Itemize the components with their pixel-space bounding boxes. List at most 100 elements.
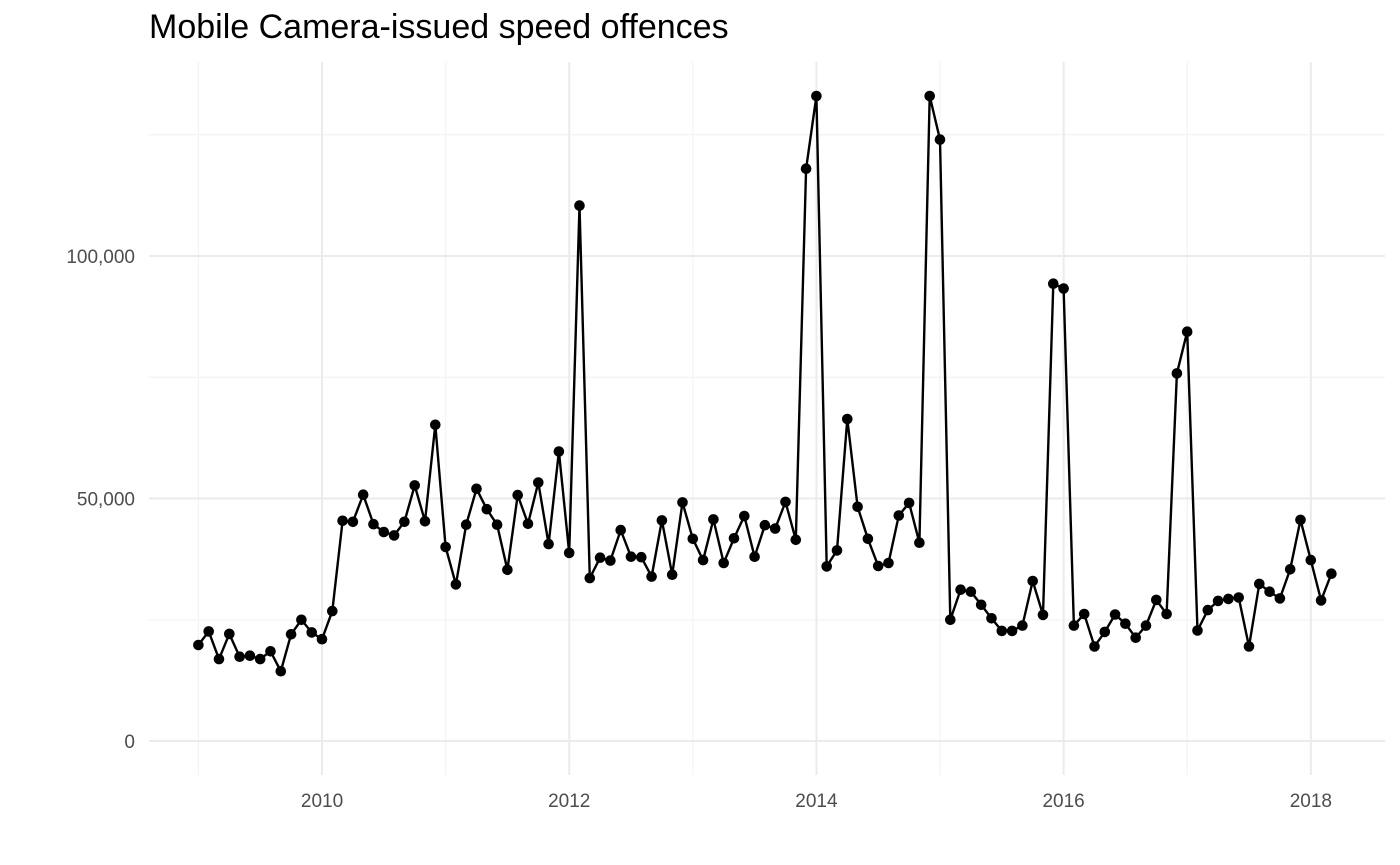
- data-point: [1130, 632, 1141, 643]
- data-point: [1181, 326, 1193, 338]
- data-point: [666, 569, 678, 580]
- data-point: [625, 551, 637, 562]
- data-point: [1068, 620, 1080, 631]
- data-point: [739, 510, 750, 522]
- data-point: [646, 571, 657, 582]
- data-point: [883, 557, 894, 569]
- data-point: [728, 533, 740, 544]
- data-point: [790, 534, 802, 546]
- series-line: [197, 95, 1333, 675]
- data-point: [460, 519, 472, 530]
- data-point: [1254, 578, 1265, 590]
- data-point: [975, 599, 987, 611]
- data-point: [224, 628, 235, 640]
- data-point: [522, 518, 534, 530]
- data-point: [996, 625, 1008, 637]
- x-tick-label: 2012: [548, 791, 590, 812]
- data-point: [893, 510, 905, 521]
- data-point: [1223, 593, 1234, 605]
- y-tick-label: 0: [124, 732, 135, 753]
- data-point: [1078, 608, 1090, 620]
- data-point: [388, 530, 400, 541]
- data-point: [275, 665, 287, 677]
- data-point: [203, 626, 214, 637]
- data-point: [934, 134, 946, 145]
- data-point: [1326, 568, 1337, 579]
- data-point: [1140, 620, 1152, 631]
- data-point: [1017, 620, 1028, 631]
- data-point: [1284, 564, 1296, 575]
- data-point: [234, 651, 245, 662]
- data-point: [213, 653, 225, 665]
- data-point: [1048, 278, 1059, 290]
- data-point: [399, 516, 410, 528]
- data-point: [244, 650, 256, 661]
- data-point: [831, 545, 843, 556]
- data-point: [1202, 604, 1214, 616]
- data-point: [1192, 625, 1203, 636]
- data-point: [1171, 368, 1183, 379]
- data-point: [677, 497, 688, 508]
- data-point: [1264, 586, 1275, 597]
- data-point: [811, 90, 822, 102]
- data-point: [965, 586, 977, 597]
- data-point: [1099, 626, 1111, 638]
- data-point: [615, 524, 626, 536]
- x-axis-tick-labels: 2010 2012 2014 2016 2018: [301, 791, 1332, 812]
- data-point: [409, 480, 421, 491]
- data-point: [1151, 594, 1162, 606]
- data-point: [327, 605, 338, 617]
- data-point: [306, 627, 318, 638]
- y-tick-label: 100,000: [66, 247, 135, 268]
- data-point: [800, 163, 812, 174]
- data-point: [1161, 608, 1172, 620]
- x-tick-label: 2018: [1290, 791, 1332, 812]
- data-point: [481, 503, 493, 515]
- data-point: [1006, 625, 1018, 637]
- data-point: [718, 557, 729, 569]
- data-point: [378, 526, 390, 538]
- data-point: [285, 629, 297, 640]
- data-point: [1274, 593, 1286, 604]
- major-gridlines: [149, 62, 1385, 775]
- data-point: [553, 446, 565, 457]
- data-point: [430, 419, 441, 431]
- data-point: [1058, 283, 1069, 294]
- x-tick-label: 2010: [301, 791, 343, 812]
- data-point: [656, 515, 668, 526]
- x-tick-label: 2016: [1042, 791, 1084, 812]
- x-tick-label: 2014: [795, 791, 838, 812]
- data-point: [450, 579, 462, 590]
- data-point: [502, 564, 513, 576]
- data-point: [1027, 575, 1038, 587]
- data-point: [780, 496, 791, 508]
- data-point: [945, 614, 956, 626]
- data-point: [697, 554, 709, 566]
- data-point: [471, 483, 482, 495]
- data-point: [605, 555, 616, 566]
- data-point: [491, 519, 503, 530]
- data-point: [1109, 609, 1121, 620]
- data-point: [1089, 641, 1100, 652]
- data-point: [862, 533, 874, 545]
- data-point: [924, 90, 935, 102]
- data-point: [296, 614, 307, 626]
- data-point: [265, 646, 276, 657]
- data-point: [193, 639, 204, 651]
- data-point: [1037, 609, 1049, 621]
- data-point: [337, 515, 348, 527]
- data-point: [769, 523, 781, 534]
- data-point: [1315, 595, 1327, 606]
- data-point: [852, 501, 863, 513]
- data-point: [986, 613, 997, 624]
- chart-title: Mobile Camera-issued speed offences: [149, 8, 729, 46]
- data-point: [368, 518, 379, 530]
- data-point: [254, 653, 266, 665]
- minor-gridlines: [149, 62, 1385, 775]
- data-point: [594, 552, 606, 563]
- data-point: [584, 572, 596, 584]
- data-point: [687, 533, 699, 545]
- data-point: [903, 497, 915, 509]
- data-point: [914, 537, 925, 548]
